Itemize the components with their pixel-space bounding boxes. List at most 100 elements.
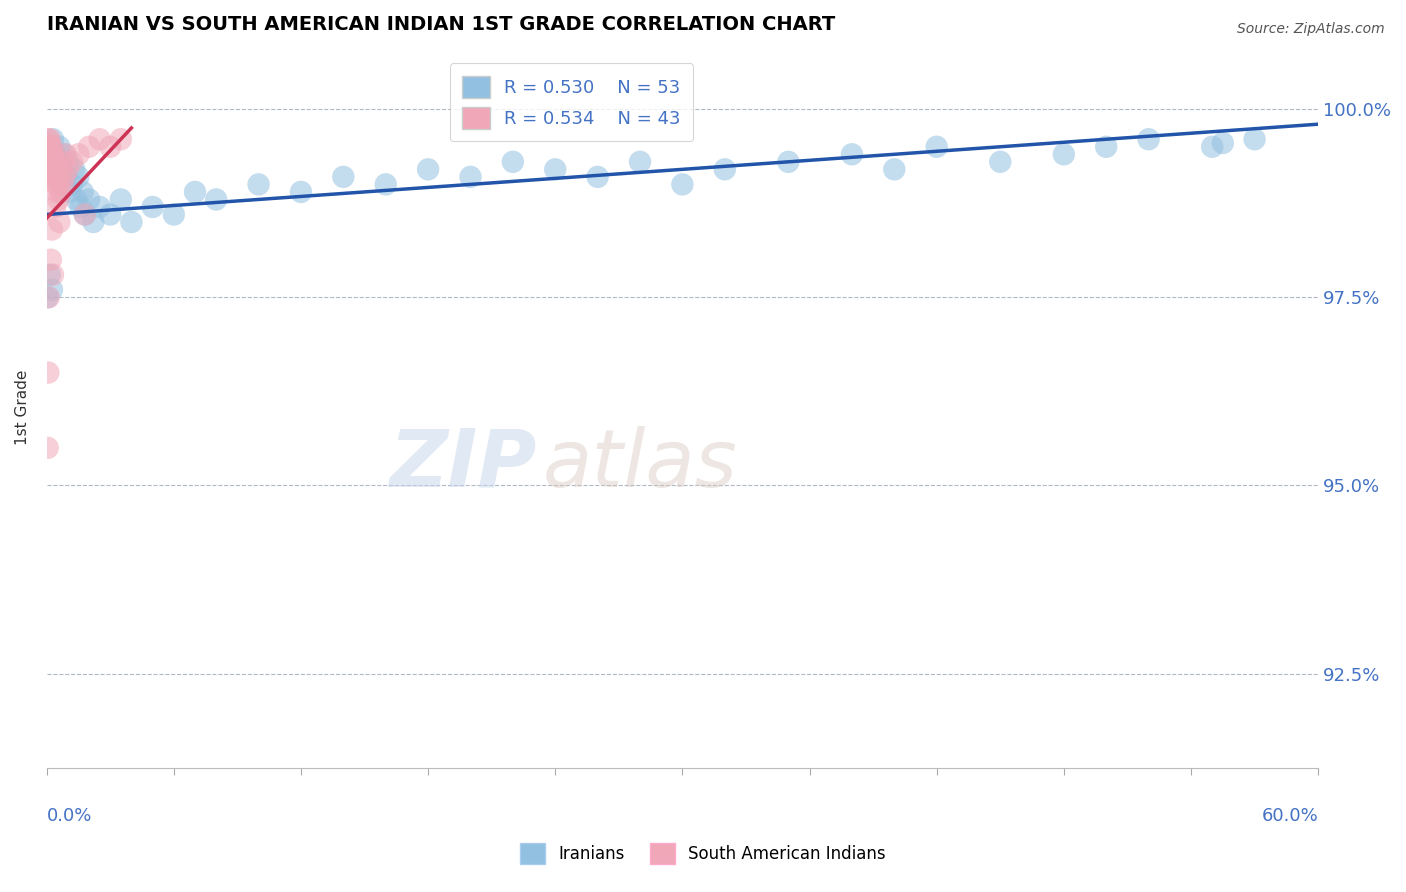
Point (73, 207, 96, 221)
Point (110, 193, 132, 207)
Point (51, 162, 73, 177)
Point (38, 147, 60, 161)
Text: Source: ZipAtlas.com: Source: ZipAtlas.com (1237, 22, 1385, 37)
Point (38, 290, 60, 304)
Point (51, 178, 73, 192)
Point (44, 162, 66, 177)
Point (1137, 132, 1160, 146)
Point (48, 169, 70, 184)
Point (48, 215, 70, 229)
Point (1212, 136, 1234, 150)
Point (883, 162, 905, 177)
Point (39, 154, 62, 169)
Point (77, 140, 100, 154)
Point (67, 147, 90, 161)
Point (72, 185, 94, 199)
Point (42, 132, 65, 146)
Text: 60.0%: 60.0% (1261, 807, 1319, 825)
Point (460, 169, 482, 184)
Point (290, 185, 312, 199)
Point (988, 154, 1011, 169)
Point (502, 154, 524, 169)
Point (82, 215, 104, 229)
Point (778, 154, 800, 169)
Point (713, 162, 735, 177)
Point (42, 147, 65, 161)
Legend: Iranians, South American Indians: Iranians, South American Indians (513, 837, 893, 871)
Point (46, 178, 69, 192)
Point (37, 290, 59, 304)
Legend: R = 0.530    N = 53, R = 0.534    N = 43: R = 0.530 N = 53, R = 0.534 N = 43 (450, 63, 693, 141)
Text: atlas: atlas (543, 425, 737, 504)
Point (49, 185, 72, 199)
Point (48, 140, 70, 154)
Point (42, 169, 65, 184)
Point (60, 178, 83, 192)
Point (53, 169, 76, 184)
Point (67, 169, 90, 184)
Point (184, 185, 207, 199)
Point (1095, 140, 1118, 154)
Point (39, 140, 62, 154)
Point (37, 132, 59, 146)
Point (41, 147, 63, 161)
Point (51, 162, 73, 177)
Point (44, 200, 66, 214)
Point (89, 200, 111, 214)
Point (142, 200, 165, 214)
Point (163, 207, 186, 221)
Point (56, 154, 79, 169)
Point (38, 268, 60, 282)
Point (55, 169, 77, 184)
Point (37, 366, 59, 380)
Point (45, 154, 67, 169)
Point (544, 162, 567, 177)
Point (44, 178, 66, 192)
Point (59, 185, 82, 199)
Point (44, 147, 66, 161)
Point (89, 132, 111, 146)
Point (416, 162, 439, 177)
Point (73, 207, 96, 221)
Point (247, 178, 270, 192)
Point (42, 154, 65, 169)
Point (38, 140, 60, 154)
Point (45, 169, 67, 184)
Point (205, 193, 228, 207)
Point (98, 140, 121, 154)
Point (42, 268, 65, 282)
Point (332, 169, 354, 184)
Point (39, 252, 62, 267)
Point (1053, 147, 1076, 161)
Y-axis label: 1st Grade: 1st Grade (15, 369, 30, 445)
Text: IRANIAN VS SOUTH AMERICAN INDIAN 1ST GRADE CORRELATION CHART: IRANIAN VS SOUTH AMERICAN INDIAN 1ST GRA… (46, 15, 835, 34)
Point (671, 178, 693, 192)
Point (120, 215, 142, 229)
Point (41, 222, 63, 236)
Point (98, 207, 121, 221)
Point (55, 147, 77, 161)
Point (63, 162, 86, 177)
Point (628, 154, 651, 169)
Point (110, 132, 132, 146)
Point (38, 132, 60, 146)
Point (925, 140, 948, 154)
Point (52, 154, 75, 169)
Point (41, 283, 63, 297)
Point (841, 147, 863, 161)
Text: 0.0%: 0.0% (46, 807, 91, 825)
Point (56, 162, 79, 177)
Point (1243, 132, 1265, 146)
Point (46, 154, 69, 169)
Point (39, 140, 62, 154)
Point (46, 193, 69, 207)
Point (69, 200, 91, 214)
Point (77, 193, 100, 207)
Point (37, 136, 59, 150)
Point (586, 169, 609, 184)
Point (65, 193, 87, 207)
Point (41, 162, 63, 177)
Point (374, 178, 396, 192)
Point (37, 441, 59, 455)
Text: ZIP: ZIP (389, 425, 536, 504)
